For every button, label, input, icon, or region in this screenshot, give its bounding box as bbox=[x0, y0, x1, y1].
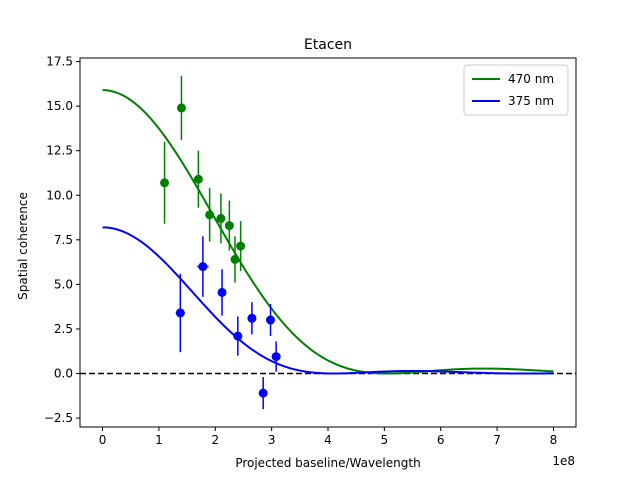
y-tick-label: 2.5 bbox=[54, 322, 73, 336]
y-tick-label: 5.0 bbox=[54, 277, 73, 291]
y-axis-label: Spatial coherence bbox=[16, 192, 30, 300]
data-point-470nm-7 bbox=[236, 241, 246, 251]
x-tick-label: 6 bbox=[437, 433, 445, 447]
plot-area bbox=[80, 75, 576, 410]
y-tick-label: 17.5 bbox=[46, 55, 73, 69]
data-point-470nm-2 bbox=[193, 174, 203, 184]
x-tick-label: 3 bbox=[268, 433, 276, 447]
fit-curve-470nm bbox=[102, 89, 554, 375]
data-point-375nm-0 bbox=[175, 308, 185, 318]
x-axis-label: Projected baseline/Wavelength bbox=[235, 456, 420, 470]
y-tick-label: 10.0 bbox=[46, 188, 73, 202]
x-tick-label: 0 bbox=[99, 433, 107, 447]
y-tick-label: −2.5 bbox=[44, 411, 73, 425]
data-point-375nm-2 bbox=[217, 287, 227, 297]
data-point-470nm-0 bbox=[160, 178, 170, 188]
data-point-470nm-1 bbox=[176, 103, 186, 113]
legend: 470 nm 375 nm bbox=[463, 64, 569, 116]
data-point-375nm-5 bbox=[258, 388, 268, 398]
x-tick-label: 1 bbox=[155, 433, 163, 447]
data-point-470nm-6 bbox=[230, 254, 240, 264]
data-point-470nm-5 bbox=[224, 221, 234, 231]
x-tick-label: 2 bbox=[211, 433, 219, 447]
legend-label-375nm: 375 nm bbox=[508, 94, 554, 108]
x-tick-label: 7 bbox=[493, 433, 501, 447]
legend-label-470nm: 470 nm bbox=[508, 72, 554, 86]
x-tick-label: 8 bbox=[550, 433, 558, 447]
data-point-470nm-3 bbox=[205, 210, 215, 220]
data-point-375nm-3 bbox=[233, 331, 243, 341]
x-tick-label: 4 bbox=[324, 433, 332, 447]
data-point-375nm-7 bbox=[271, 352, 281, 362]
data-point-375nm-4 bbox=[247, 313, 257, 323]
x-axis-offset-label: 1e8 bbox=[552, 454, 575, 468]
y-tick-label: 7.5 bbox=[54, 233, 73, 247]
legend-box bbox=[463, 64, 569, 116]
data-point-470nm-4 bbox=[216, 213, 226, 223]
axes: 0 1 2 3 4 5 6 7 8 −2.5 0.0 2.5 5.0 7.5 10.0 12.5 15.0 17.… bbox=[44, 55, 577, 447]
y-tick-label: 15.0 bbox=[46, 99, 73, 113]
data-point-375nm-6 bbox=[266, 315, 276, 325]
data-point-375nm-1 bbox=[198, 262, 208, 272]
y-tick-label: 12.5 bbox=[46, 144, 73, 158]
fit-curve-375nm bbox=[102, 226, 554, 375]
x-tick-label: 5 bbox=[381, 433, 389, 447]
y-tick-label: 0.0 bbox=[54, 367, 73, 381]
chart-title: Etacen bbox=[304, 37, 352, 53]
